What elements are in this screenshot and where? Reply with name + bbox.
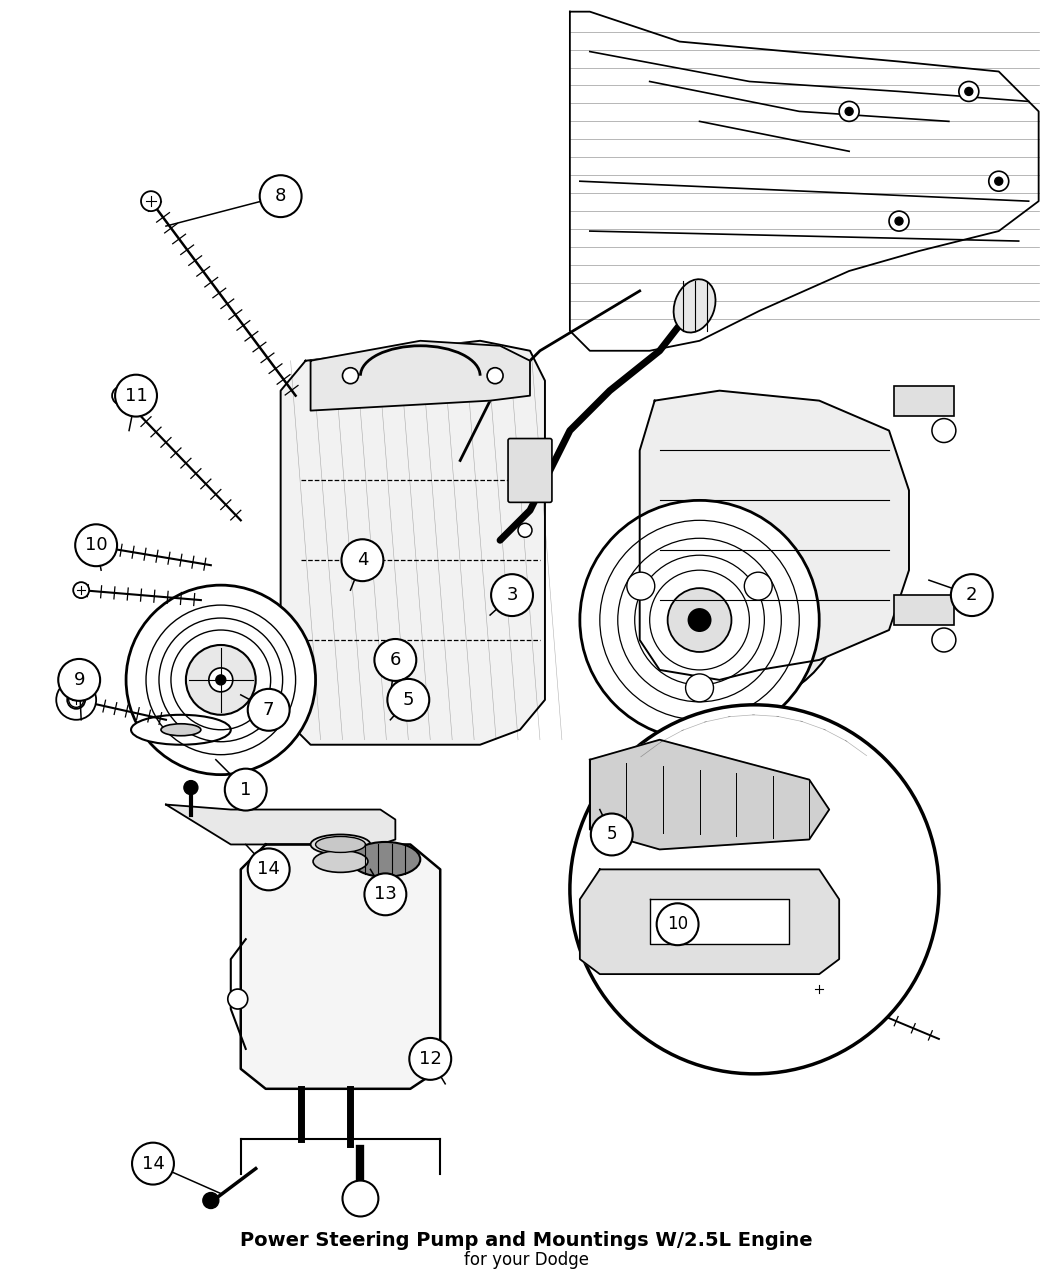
Circle shape: [627, 572, 654, 600]
Polygon shape: [570, 11, 1038, 351]
Circle shape: [247, 688, 289, 730]
Text: 14: 14: [142, 1154, 164, 1172]
FancyBboxPatch shape: [508, 438, 552, 502]
Circle shape: [113, 387, 130, 405]
Circle shape: [688, 608, 711, 632]
Circle shape: [247, 848, 289, 890]
Circle shape: [375, 638, 417, 681]
Circle shape: [839, 101, 859, 121]
Text: 5: 5: [403, 691, 414, 709]
Circle shape: [951, 575, 993, 616]
Circle shape: [570, 705, 938, 1074]
Circle shape: [895, 217, 903, 225]
Circle shape: [342, 539, 383, 581]
Circle shape: [409, 1038, 451, 1080]
Circle shape: [965, 87, 973, 96]
Circle shape: [74, 582, 89, 598]
Polygon shape: [580, 870, 839, 974]
Ellipse shape: [654, 420, 854, 700]
Polygon shape: [166, 805, 396, 844]
Text: 10: 10: [667, 916, 688, 933]
Text: 3: 3: [506, 586, 518, 604]
Ellipse shape: [350, 842, 421, 877]
Ellipse shape: [313, 850, 368, 872]
Text: 4: 4: [357, 552, 368, 570]
Circle shape: [932, 419, 956, 443]
Ellipse shape: [56, 679, 96, 720]
Circle shape: [518, 524, 532, 538]
Circle shape: [686, 674, 713, 702]
Circle shape: [126, 585, 316, 775]
Circle shape: [580, 501, 820, 739]
Circle shape: [260, 175, 302, 217]
Text: 12: 12: [419, 1050, 442, 1068]
Text: 10: 10: [85, 536, 107, 554]
Circle shape: [889, 211, 909, 231]
Circle shape: [591, 813, 632, 856]
Polygon shape: [241, 844, 440, 1089]
Circle shape: [995, 178, 1003, 185]
Bar: [894, 595, 954, 624]
Polygon shape: [650, 899, 789, 944]
Circle shape: [225, 769, 267, 811]
Circle shape: [487, 368, 503, 383]
Text: 11: 11: [124, 387, 147, 405]
Circle shape: [141, 192, 161, 211]
Text: 9: 9: [74, 670, 85, 688]
Polygon shape: [310, 341, 530, 411]
Circle shape: [491, 575, 533, 616]
Ellipse shape: [673, 280, 715, 332]
Circle shape: [387, 679, 429, 720]
Text: Power Steering Pump and Mountings W/2.5L Engine: Power Steering Pump and Mountings W/2.5L…: [240, 1231, 812, 1250]
Circle shape: [216, 676, 226, 684]
Circle shape: [115, 374, 157, 416]
Circle shape: [83, 538, 99, 553]
Ellipse shape: [310, 834, 370, 854]
Circle shape: [958, 82, 978, 101]
Ellipse shape: [68, 692, 84, 707]
Text: for your Dodge: for your Dodge: [464, 1251, 588, 1269]
Ellipse shape: [161, 724, 201, 736]
Circle shape: [67, 691, 85, 709]
Circle shape: [343, 368, 359, 383]
Polygon shape: [281, 341, 545, 744]
Text: 6: 6: [389, 651, 401, 669]
Circle shape: [75, 525, 117, 566]
Circle shape: [203, 1193, 219, 1208]
Text: 14: 14: [258, 861, 280, 879]
Polygon shape: [640, 391, 909, 679]
Text: 5: 5: [607, 825, 618, 844]
Polygon shape: [590, 739, 829, 849]
Circle shape: [133, 1143, 174, 1185]
Circle shape: [989, 171, 1009, 192]
Circle shape: [228, 990, 247, 1009]
Circle shape: [745, 572, 772, 600]
Circle shape: [811, 981, 827, 997]
Circle shape: [186, 645, 256, 715]
Circle shape: [184, 780, 198, 794]
Circle shape: [932, 628, 956, 653]
Circle shape: [58, 659, 100, 701]
Text: 2: 2: [966, 586, 977, 604]
Circle shape: [845, 107, 853, 115]
Bar: [894, 386, 954, 415]
Circle shape: [668, 589, 731, 653]
Circle shape: [209, 668, 232, 692]
Ellipse shape: [132, 715, 230, 744]
Circle shape: [364, 873, 406, 916]
Ellipse shape: [316, 836, 365, 853]
Text: 13: 13: [373, 885, 397, 903]
Text: 1: 1: [240, 780, 251, 798]
Circle shape: [656, 903, 699, 945]
Text: 7: 7: [263, 701, 275, 719]
Circle shape: [343, 1180, 379, 1217]
Text: 8: 8: [275, 188, 286, 206]
